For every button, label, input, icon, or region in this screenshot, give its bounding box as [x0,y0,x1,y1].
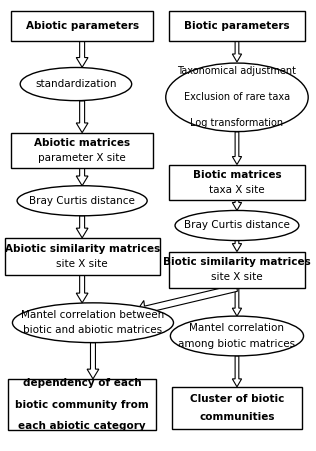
Polygon shape [232,132,242,165]
Text: each abiotic category: each abiotic category [18,421,146,431]
Text: parameter X site: parameter X site [38,153,126,163]
Text: Abiotic parameters: Abiotic parameters [26,21,139,31]
Polygon shape [232,356,242,387]
Text: Cluster of biotic: Cluster of biotic [190,394,284,404]
Text: Bray Curtis distance: Bray Curtis distance [29,196,135,206]
Text: Bray Curtis distance: Bray Curtis distance [184,221,290,230]
Text: Biotic matrices: Biotic matrices [193,170,281,180]
Text: standardization: standardization [35,79,117,89]
Text: Exclusion of rare taxa: Exclusion of rare taxa [184,92,290,102]
FancyBboxPatch shape [169,11,305,41]
Polygon shape [232,288,242,316]
Text: site X site: site X site [56,259,108,269]
Text: dependency of each: dependency of each [23,378,142,388]
Polygon shape [76,168,88,186]
Text: Abiotic matrices: Abiotic matrices [34,138,130,148]
Text: site X site: site X site [211,272,263,282]
FancyBboxPatch shape [5,238,160,275]
Text: biotic community from: biotic community from [15,400,149,410]
Polygon shape [232,240,242,252]
Ellipse shape [17,186,147,216]
FancyBboxPatch shape [8,379,156,430]
Polygon shape [232,41,242,62]
FancyBboxPatch shape [169,165,305,200]
Text: taxa X site: taxa X site [209,184,265,195]
Text: Mantel correlation between: Mantel correlation between [21,310,165,320]
Text: Log transformation: Log transformation [191,118,283,129]
Ellipse shape [20,68,132,101]
Ellipse shape [175,211,299,240]
Text: among biotic matrices: among biotic matrices [179,339,295,349]
Polygon shape [76,41,88,67]
Text: Biotic similarity matrices: Biotic similarity matrices [163,257,311,267]
Text: Abiotic similarity matrices: Abiotic similarity matrices [4,244,160,254]
Ellipse shape [12,303,173,343]
Polygon shape [76,216,88,238]
Text: communities: communities [199,412,275,422]
Polygon shape [76,101,88,133]
Text: Biotic parameters: Biotic parameters [184,21,290,31]
FancyBboxPatch shape [11,11,153,41]
FancyBboxPatch shape [169,252,305,288]
Text: Mantel correlation: Mantel correlation [190,323,284,333]
Text: biotic and abiotic matrices: biotic and abiotic matrices [23,325,162,335]
FancyBboxPatch shape [11,133,153,168]
Polygon shape [232,200,242,211]
Polygon shape [76,275,88,303]
Polygon shape [136,284,237,319]
Text: Taxonomical adjustment: Taxonomical adjustment [178,66,296,76]
Ellipse shape [166,63,308,132]
FancyBboxPatch shape [172,387,302,429]
Ellipse shape [170,316,304,356]
Polygon shape [87,343,99,379]
